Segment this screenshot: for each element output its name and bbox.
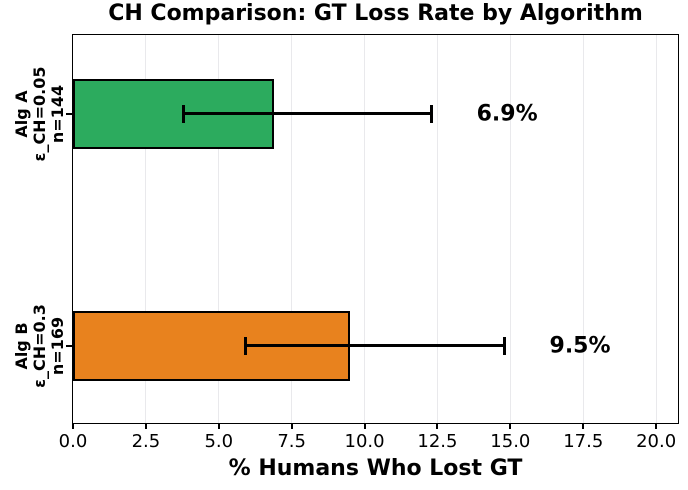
bar-value-label: 6.9% xyxy=(476,101,538,127)
chart-title: CH Comparison: GT Loss Rate by Algorithm xyxy=(108,1,643,26)
x-tick-label: 7.5 xyxy=(277,431,306,452)
x-tick-label: 17.5 xyxy=(563,431,604,452)
x-tick-mark xyxy=(436,423,439,429)
error-bar-cap-high xyxy=(503,336,507,355)
y-category-label-line: n=169 xyxy=(48,316,67,376)
gridline xyxy=(655,35,657,423)
x-tick-mark xyxy=(144,423,147,429)
x-tick-label: 12.5 xyxy=(417,431,458,452)
x-tick-label: 10.0 xyxy=(344,431,385,452)
error-bar-cap-low xyxy=(182,104,186,123)
gridline xyxy=(582,35,584,423)
y-tick-mark xyxy=(66,112,72,115)
y-category-label-line: ε_CH=0.05 xyxy=(30,66,49,162)
x-tick-label: 15.0 xyxy=(490,431,531,452)
y-category-label-line: Alg A xyxy=(12,90,31,138)
x-tick-label: 2.5 xyxy=(131,431,161,452)
x-tick-mark xyxy=(290,423,293,429)
gridline xyxy=(436,35,439,423)
gridline xyxy=(509,35,511,423)
y-tick-mark xyxy=(66,344,72,347)
error-bar-line xyxy=(245,344,505,348)
y-category-label-line: ε_CH=0.3 xyxy=(30,304,49,388)
x-tick-mark xyxy=(582,423,585,429)
gridline xyxy=(145,35,147,423)
y-category-label-line: Alg B xyxy=(12,322,31,370)
x-tick-mark xyxy=(655,423,658,429)
x-tick-mark xyxy=(72,423,74,429)
gridline xyxy=(291,35,293,423)
y-category-label-line: n=144 xyxy=(48,84,67,144)
error-bar-cap-high xyxy=(430,104,434,123)
x-tick-label: 20.0 xyxy=(636,431,677,452)
x-tick-label: 0.0 xyxy=(58,431,88,452)
gridline xyxy=(218,35,220,423)
x-tick-label: 5.0 xyxy=(204,431,234,452)
x-tick-mark xyxy=(509,423,512,429)
error-bar-line xyxy=(183,112,432,116)
x-tick-mark xyxy=(363,423,366,429)
bar-value-label: 9.5% xyxy=(549,333,611,359)
bar xyxy=(73,310,350,381)
gridline xyxy=(363,35,366,423)
x-axis-label: % Humans Who Lost GT xyxy=(228,456,523,481)
x-tick-mark xyxy=(217,423,220,429)
error-bar-cap-low xyxy=(243,336,247,355)
